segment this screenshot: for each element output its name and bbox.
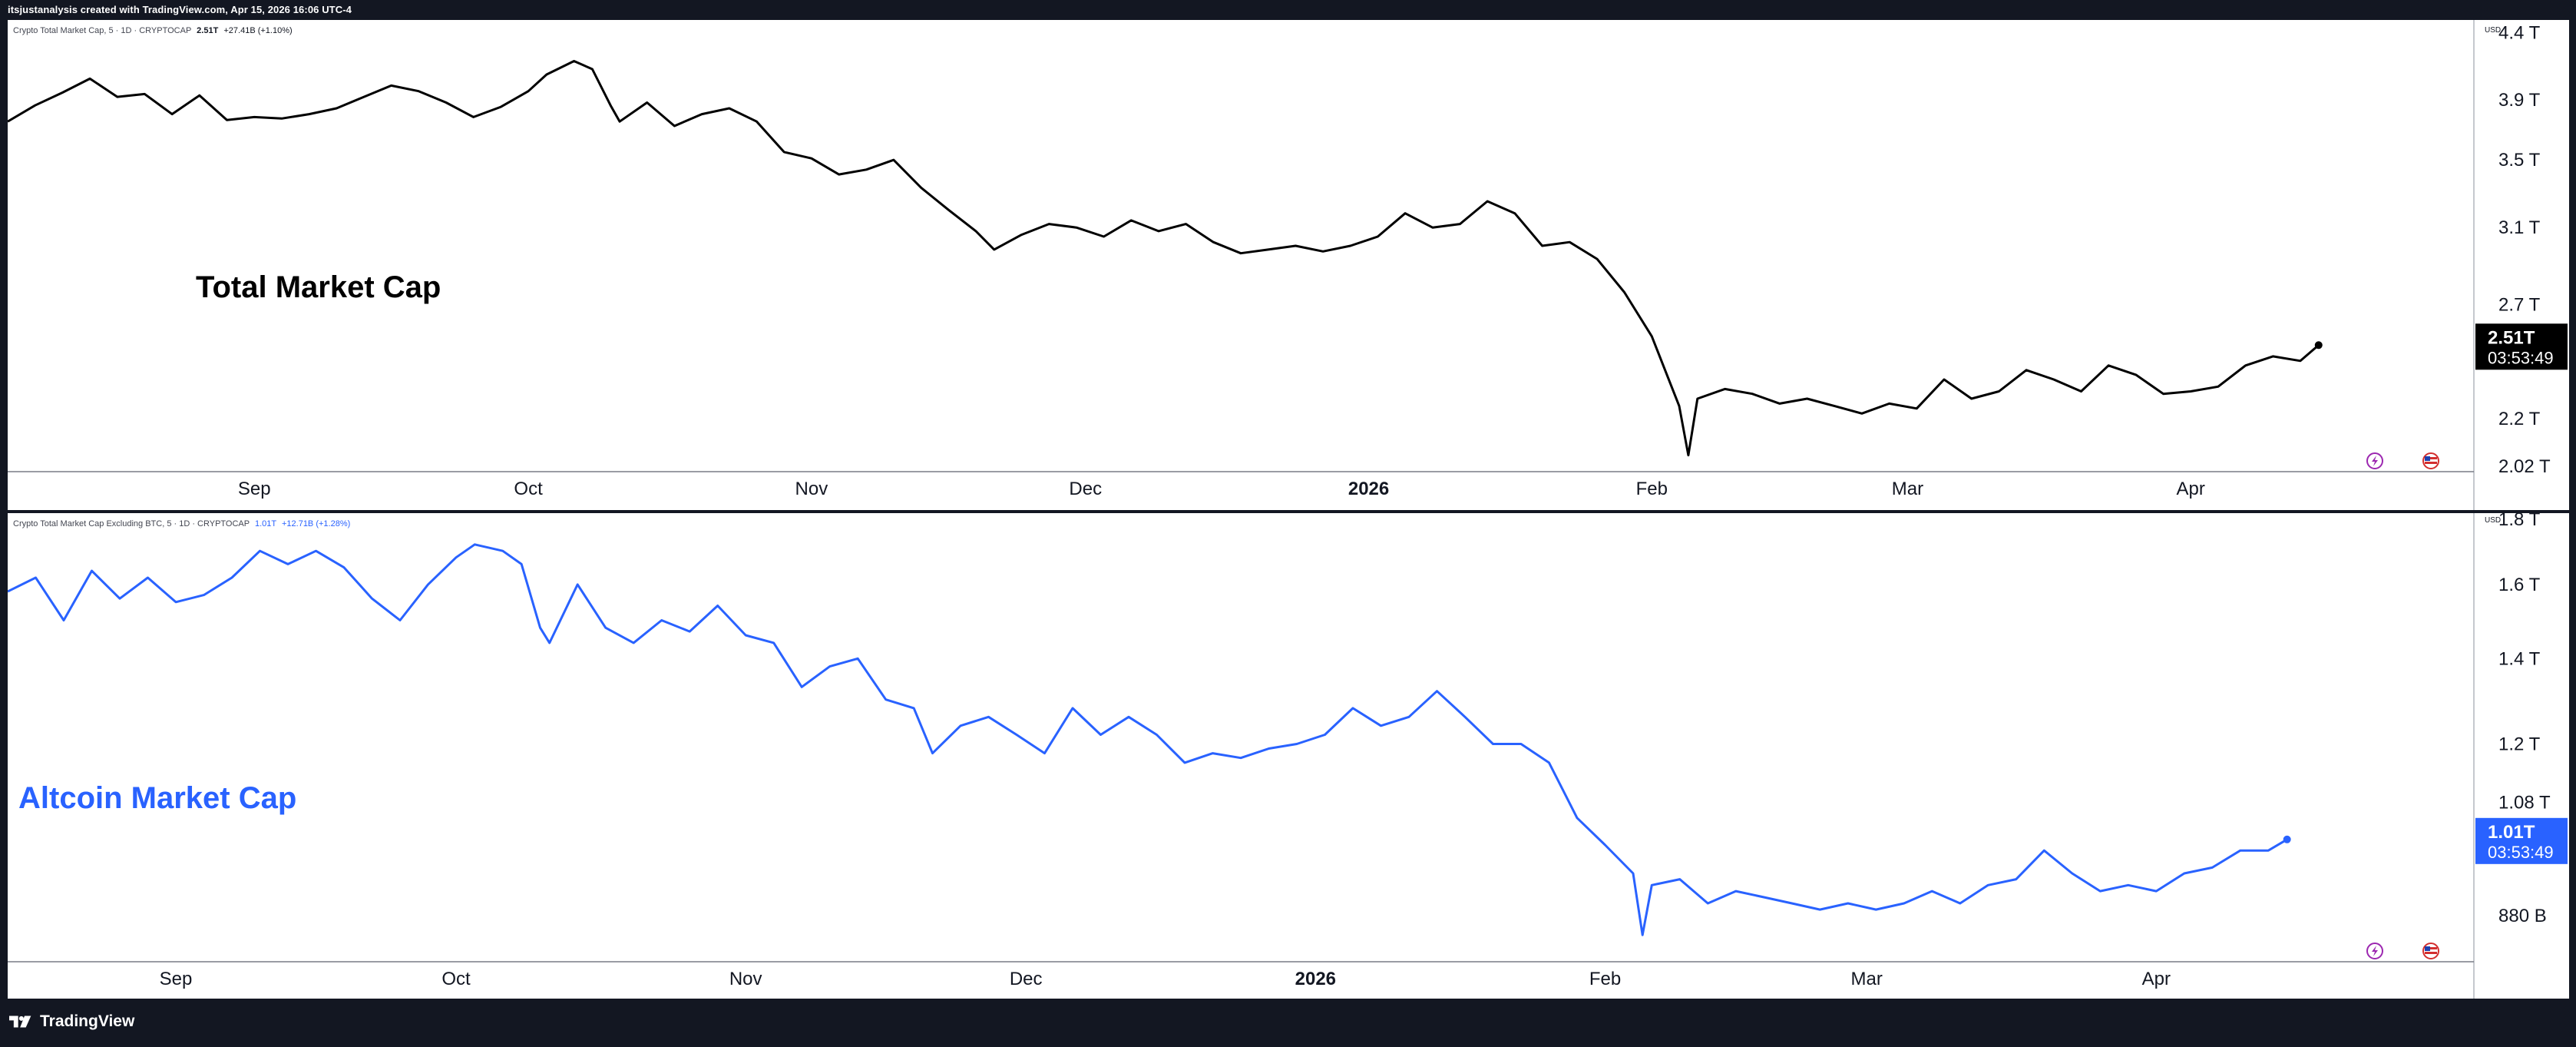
- x-tick-label: 2026: [1295, 969, 1336, 989]
- y-tick-label: 2.02 T: [2498, 456, 2551, 477]
- symbol-legend: Crypto Total Market Cap, 5 · 1D · CRYPTO…: [13, 26, 293, 35]
- x-tick-label: Apr: [2142, 969, 2171, 989]
- x-tick-label: Mar: [1850, 969, 1882, 989]
- x-tick-label: Dec: [1069, 479, 1102, 499]
- total-market-cap-pane[interactable]: 4.4 T 3.9 T 3.5 T 3.1 T 2.7 T 2.2 T 2.02 T Sep…: [8, 20, 2569, 510]
- x-tick-label: Feb: [1589, 969, 1621, 989]
- total-market-cap-chart[interactable]: 4.4 T 3.9 T 3.5 T 3.1 T 2.7 T 2.2 T 2.02 T Sep…: [8, 20, 2569, 510]
- x-tick-label: Oct: [514, 479, 543, 499]
- lightning-icon[interactable]: [2366, 943, 2383, 959]
- symbol-legend-name: Crypto Total Market Cap, 5 · 1D · CRYPTO…: [13, 26, 192, 35]
- legend-change: +27.41B (+1.10%): [223, 26, 293, 35]
- symbol-legend: Crypto Total Market Cap Excluding BTC, 5…: [13, 519, 350, 528]
- x-tick-label: Apr: [2177, 479, 2205, 499]
- last-point-marker: [2314, 341, 2323, 350]
- x-tick-label: Mar: [1892, 479, 1923, 499]
- last-price-badge: [2475, 323, 2568, 370]
- us-flag-icon[interactable]: [2422, 452, 2439, 469]
- chart-title: Altcoin Market Cap: [18, 781, 297, 815]
- y-tick-label: 1.2 T: [2498, 734, 2541, 754]
- x-tick-label: Sep: [238, 479, 271, 499]
- y-tick-label: 880 B: [2498, 906, 2547, 926]
- y-tick-label: 1.6 T: [2498, 575, 2541, 595]
- x-tick-label: Sep: [160, 969, 193, 989]
- y-tick-label: 3.1 T: [2498, 217, 2541, 238]
- legend-last-value: 2.51T: [197, 26, 219, 35]
- attribution-text: itsjustanalysis created with TradingView…: [8, 4, 352, 15]
- x-tick-label: Nov: [795, 479, 828, 499]
- symbol-legend-name: Crypto Total Market Cap Excluding BTC, 5…: [13, 519, 250, 528]
- series-line: [8, 543, 2288, 936]
- currency-label: USD: [2485, 516, 2502, 525]
- y-tick-label: 2.7 T: [2498, 294, 2541, 315]
- attribution-bar: itsjustanalysis created with TradingView…: [0, 0, 2576, 20]
- y-tick-label: 1.8 T: [2498, 513, 2541, 530]
- last-price-badge: [2475, 817, 2568, 864]
- legend-change: +12.71B (+1.28%): [281, 519, 351, 528]
- pane-divider[interactable]: [8, 510, 2569, 513]
- x-tick-label: Oct: [441, 969, 471, 989]
- altcoin-market-cap-chart[interactable]: 1.8 T 1.6 T 1.4 T 1.2 T 1.08 T 880 B Sep Oct No…: [8, 513, 2569, 999]
- x-tick-label: Feb: [1636, 479, 1668, 499]
- y-tick-label: 2.2 T: [2498, 409, 2541, 429]
- altcoin-market-cap-pane[interactable]: 1.8 T 1.6 T 1.4 T 1.2 T 1.08 T 880 B Sep Oct No…: [8, 513, 2569, 999]
- lightning-icon[interactable]: [2366, 452, 2383, 469]
- currency-label: USD: [2485, 26, 2502, 35]
- x-tick-label: 2026: [1348, 479, 1389, 499]
- x-tick-label: Dec: [1010, 969, 1043, 989]
- y-tick-label: 1.08 T: [2498, 792, 2551, 813]
- bar-countdown: 03:53:49: [2488, 348, 2554, 367]
- frame-right: [2569, 20, 2576, 999]
- brand-name: TradingView: [40, 1012, 135, 1030]
- us-flag-icon[interactable]: [2422, 943, 2439, 959]
- bar-countdown: 03:53:49: [2488, 843, 2554, 862]
- x-tick-label: Nov: [729, 969, 762, 989]
- y-tick-label: 3.9 T: [2498, 90, 2541, 111]
- last-price-value: 1.01T: [2488, 822, 2535, 843]
- tradingview-logo-icon: [9, 1016, 31, 1028]
- tradingview-brand[interactable]: TradingView: [9, 1012, 134, 1031]
- series-line: [8, 60, 2320, 457]
- last-point-marker: [2283, 835, 2291, 843]
- frame-left: [0, 20, 8, 999]
- y-tick-label: 3.5 T: [2498, 150, 2541, 171]
- chart-title: Total Market Cap: [196, 270, 441, 304]
- y-tick-label: 4.4 T: [2498, 22, 2541, 43]
- y-tick-label: 1.4 T: [2498, 648, 2541, 669]
- legend-last-value: 1.01T: [254, 519, 276, 528]
- last-price-value: 2.51T: [2488, 327, 2535, 348]
- tradingview-footer: TradingView: [0, 999, 2576, 1047]
